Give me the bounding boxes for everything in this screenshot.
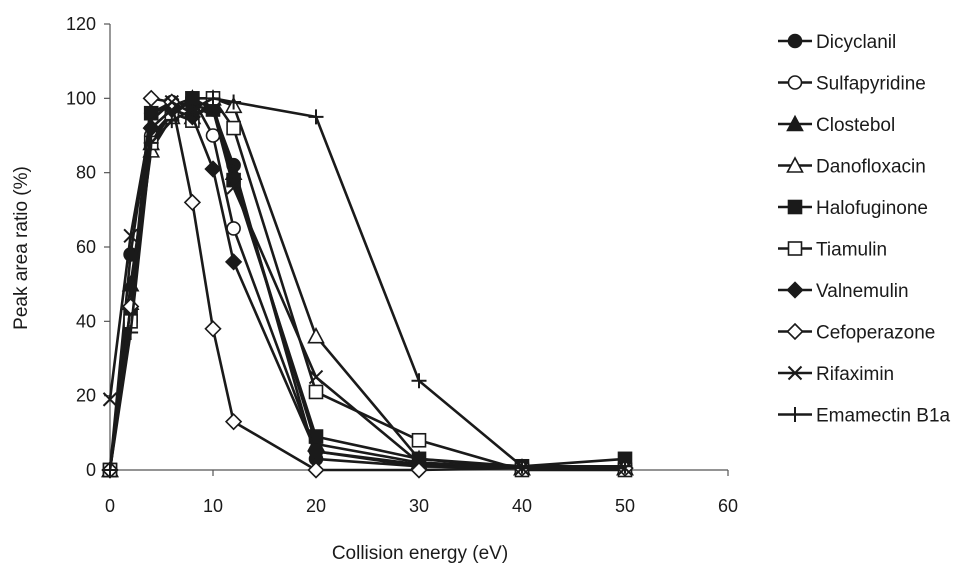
x-tick-label: 10	[203, 496, 223, 516]
data-point-danofloxacin	[307, 327, 325, 344]
legend-label: Valnemulin	[816, 281, 909, 302]
legend-item-emamectin-b1a: Emamectin B1a	[778, 406, 951, 427]
data-point-cefoperazone	[142, 89, 160, 107]
y-tick-label: 20	[76, 386, 96, 406]
data-point-rifaximin	[102, 392, 118, 407]
data-point-cefoperazone	[183, 193, 202, 212]
data-point-valnemulin	[224, 253, 243, 271]
data-point-tiamulin	[411, 432, 427, 448]
legend-marker	[786, 156, 804, 173]
legend-item-valnemulin: Valnemulin	[778, 281, 909, 302]
data-point-rifaximin	[205, 102, 221, 117]
x-tick-label: 30	[409, 496, 429, 516]
data-point-tiamulin	[308, 384, 324, 400]
y-tick-label: 60	[76, 237, 96, 257]
legend-item-sulfapyridine: Sulfapyridine	[778, 74, 926, 95]
series-line-danofloxacin	[108, 97, 625, 471]
data-point-sulfapyridine	[226, 221, 241, 236]
series-line-sulfapyridine	[108, 97, 625, 471]
legend-label: Dicyclanil	[816, 32, 896, 53]
data-point-rifaximin	[164, 94, 180, 110]
y-tick-label: 40	[76, 311, 96, 331]
legend-label: Rifaximin	[816, 364, 894, 385]
series-line-cefoperazone	[108, 97, 625, 472]
data-point-emamectin-b1a	[411, 373, 427, 389]
data-point-emamectin-b1a	[102, 462, 118, 478]
legend-marker	[787, 75, 803, 90]
x-tick-label: 20	[306, 496, 326, 516]
legend-item-halofuginone: Halofuginone	[778, 198, 928, 219]
legend-item-tiamulin: Tiamulin	[778, 240, 887, 261]
data-point-emamectin-b1a	[184, 101, 200, 117]
legend-marker	[787, 199, 803, 215]
series-line-rifaximin	[108, 100, 625, 470]
legend-marker	[786, 322, 804, 341]
x-tick-label: 0	[105, 496, 115, 516]
data-point-emamectin-b1a	[143, 135, 159, 151]
x-tick-label: 40	[512, 496, 532, 516]
y-tick-label: 120	[66, 14, 96, 34]
legend-label: Clostebol	[816, 115, 895, 136]
series-line-halofuginone	[108, 97, 626, 471]
legend: Dicyclanil Sulfapyridine Clostebol Danoflox…	[778, 32, 951, 427]
legend-item-dicyclanil: Dicyclanil	[778, 32, 896, 53]
data-point-emamectin-b1a	[164, 113, 180, 129]
legend-item-danofloxacin: Danofloxacin	[778, 156, 926, 178]
data-point-cefoperazone	[224, 413, 243, 431]
legend-marker	[786, 114, 804, 132]
plot-area	[101, 89, 634, 479]
legend-label: Emamectin B1a	[816, 406, 951, 427]
legend-label: Danofloxacin	[816, 157, 926, 178]
data-point-valnemulin	[307, 442, 325, 461]
legend-label: Tiamulin	[816, 240, 887, 261]
legend-item-clostebol: Clostebol	[778, 114, 895, 136]
data-point-emamectin-b1a	[308, 109, 324, 125]
x-tick-label: 50	[615, 496, 635, 516]
y-tick-label: 80	[76, 163, 96, 183]
series-line-tiamulin	[108, 97, 625, 472]
legend-marker	[786, 281, 804, 299]
legend-label: Cefoperazone	[816, 323, 935, 344]
data-point-emamectin-b1a	[617, 458, 633, 474]
data-point-rifaximin	[123, 228, 138, 244]
axes: 0 20 40 60 80 100 120 0 10 20 30 40 50 60	[66, 14, 738, 516]
x-tick-label: 60	[718, 496, 738, 516]
data-point-emamectin-b1a	[514, 458, 530, 474]
data-point-rifaximin	[226, 180, 241, 195]
series-emamectin-b1a	[102, 90, 633, 478]
y-axis-title: Peak area ratio (%)	[11, 166, 32, 330]
data-point-rifaximin	[411, 455, 427, 470]
y-tick-label: 0	[86, 460, 96, 480]
data-point-emamectin-b1a	[226, 94, 242, 110]
y-tick-label: 100	[66, 88, 96, 108]
data-point-tiamulin	[226, 120, 241, 136]
legend-marker	[787, 241, 803, 256]
data-point-emamectin-b1a	[205, 90, 221, 106]
data-point-valnemulin	[204, 160, 222, 178]
data-point-cefoperazone	[307, 461, 325, 479]
legend-label: Halofuginone	[816, 198, 928, 219]
legend-item-rifaximin: Rifaximin	[778, 364, 894, 385]
x-axis-title: Collision energy (eV)	[332, 543, 508, 564]
legend-item-cefoperazone: Cefoperazone	[778, 323, 935, 344]
legend-label: Sulfapyridine	[816, 74, 926, 95]
data-point-rifaximin	[308, 369, 324, 385]
series-line-emamectin-b1a	[108, 97, 625, 471]
legend-marker	[787, 33, 803, 49]
data-point-cefoperazone	[204, 320, 222, 338]
legend-marker	[787, 407, 803, 422]
data-point-emamectin-b1a	[123, 324, 139, 340]
legend-marker	[787, 365, 803, 381]
data-point-rifaximin	[143, 113, 159, 128]
